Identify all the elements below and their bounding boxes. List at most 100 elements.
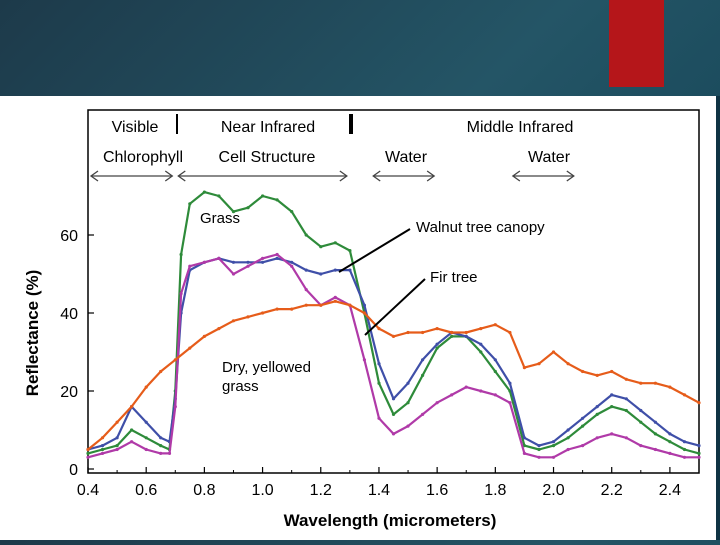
series-point-1-19 — [333, 268, 337, 272]
series-point-3-9 — [217, 327, 221, 331]
series-point-0-22 — [377, 381, 381, 385]
series-point-0-5 — [159, 444, 163, 448]
series-lines — [86, 190, 701, 459]
series-point-0-30 — [493, 369, 497, 374]
y-tick-label-1: 20 — [60, 384, 78, 401]
chart-panel: Visible Near Infrared Middle Infrared Ch… — [0, 96, 716, 540]
series-point-0-10 — [202, 190, 206, 194]
series-point-1-36 — [581, 416, 585, 420]
annotation-fir-pointer — [364, 278, 426, 336]
series-point-1-20 — [348, 268, 352, 272]
series-point-0-13 — [246, 206, 250, 210]
series-point-3-4 — [144, 385, 148, 389]
series-point-1-25 — [421, 358, 425, 362]
series-point-1-31 — [508, 381, 512, 385]
y-tick-label-3: 60 — [60, 228, 78, 245]
series-point-3-35 — [595, 373, 599, 377]
series-point-2-36 — [581, 444, 585, 448]
annotation-dry-grass-line-2: grass — [222, 378, 259, 395]
x-tick-label-10: 2.4 — [659, 482, 681, 499]
series-point-3-8 — [202, 334, 206, 338]
series-point-1-44 — [697, 444, 701, 448]
series-point-0-18 — [319, 245, 323, 249]
series-point-0-0 — [86, 451, 90, 455]
annotation-dry-grass: Dry, yellowed grass — [222, 359, 315, 395]
series-point-1-39 — [624, 397, 628, 401]
region-label-visible: Visible — [112, 119, 159, 136]
series-point-0-39 — [624, 408, 628, 413]
series-point-0-12 — [231, 210, 236, 214]
series-point-0-27 — [450, 334, 454, 338]
series-point-0-38 — [610, 405, 614, 409]
series-point-2-7 — [173, 405, 177, 409]
slide-right-edge — [716, 96, 720, 540]
series-point-0-35 — [566, 436, 570, 440]
series-point-0-3 — [130, 428, 134, 432]
series-point-2-34 — [551, 455, 556, 459]
annotation-grass: Grass — [200, 210, 240, 227]
band-label-water-2: Water — [528, 149, 571, 166]
series-point-0-2 — [115, 444, 119, 448]
series-point-1-35 — [566, 428, 570, 432]
series-point-2-11 — [217, 256, 221, 260]
series-point-3-6 — [173, 358, 177, 362]
axis-ticks: 0.4 0.6 0.8 1.0 1.2 1.4 1.6 1.8 2.0 2.2 2.4 0 20 40 60 — [60, 228, 681, 499]
band-arrow-head-right-0 — [164, 170, 174, 182]
series-point-2-10 — [202, 260, 206, 264]
series-point-0-16 — [290, 210, 294, 214]
series-point-0-43 — [682, 447, 687, 452]
series-point-0-24 — [406, 401, 410, 405]
series-point-0-36 — [581, 424, 585, 428]
band-arrow-head-left-2 — [372, 170, 381, 182]
series-point-1-24 — [406, 381, 410, 385]
series-point-3-5 — [159, 369, 163, 374]
series-point-3-27 — [479, 327, 483, 331]
series-point-2-13 — [246, 264, 250, 268]
series-point-3-11 — [246, 315, 250, 319]
series-point-1-17 — [304, 268, 308, 272]
series-point-3-30 — [522, 366, 527, 370]
series-point-2-14 — [261, 256, 265, 260]
series-point-1-22 — [377, 362, 381, 366]
band-arrow-head-left-0 — [89, 170, 99, 182]
x-tick-label-3: 1.0 — [251, 482, 273, 499]
series-point-3-0 — [86, 447, 90, 452]
series-point-1-32 — [522, 436, 527, 440]
series-point-2-43 — [682, 455, 687, 459]
series-point-1-13 — [246, 260, 250, 264]
series-point-3-16 — [319, 303, 323, 307]
series-point-2-3 — [130, 440, 134, 444]
series-point-2-1 — [100, 451, 105, 455]
series-point-2-40 — [639, 444, 643, 448]
x-tick-label-9: 2.2 — [601, 482, 623, 499]
series-point-3-13 — [275, 307, 279, 311]
series-point-1-5 — [159, 436, 163, 440]
series-point-0-11 — [217, 194, 221, 198]
series-point-0-34 — [551, 444, 556, 448]
band-arrow-head-right-2 — [426, 170, 436, 182]
series-point-2-15 — [275, 252, 279, 257]
series-point-0-8 — [179, 252, 183, 257]
series-point-3-34 — [581, 369, 585, 374]
series-point-1-28 — [464, 334, 468, 338]
series-point-0-26 — [435, 346, 439, 350]
series-point-3-20 — [377, 327, 381, 331]
series-point-2-0 — [86, 455, 90, 459]
annotation-walnut-pointer — [338, 228, 411, 273]
series-point-2-21 — [362, 358, 366, 362]
series-point-0-29 — [479, 350, 483, 354]
plot-frame — [87, 109, 700, 474]
series-point-2-41 — [653, 447, 658, 452]
series-point-0-9 — [188, 202, 192, 206]
series-point-3-14 — [290, 307, 294, 311]
x-tick-label-5: 1.4 — [368, 482, 390, 499]
series-point-1-26 — [435, 342, 439, 346]
x-axis-label: Wavelength (micrometers) — [284, 511, 497, 530]
series-point-1-16 — [290, 260, 294, 264]
series-point-3-12 — [261, 311, 265, 315]
x-tick-label-2: 0.8 — [193, 482, 215, 499]
y-tick-label-2: 40 — [60, 306, 78, 323]
series-point-3-24 — [435, 327, 439, 331]
series-point-1-21 — [362, 303, 366, 307]
series-point-1-43 — [682, 440, 687, 444]
